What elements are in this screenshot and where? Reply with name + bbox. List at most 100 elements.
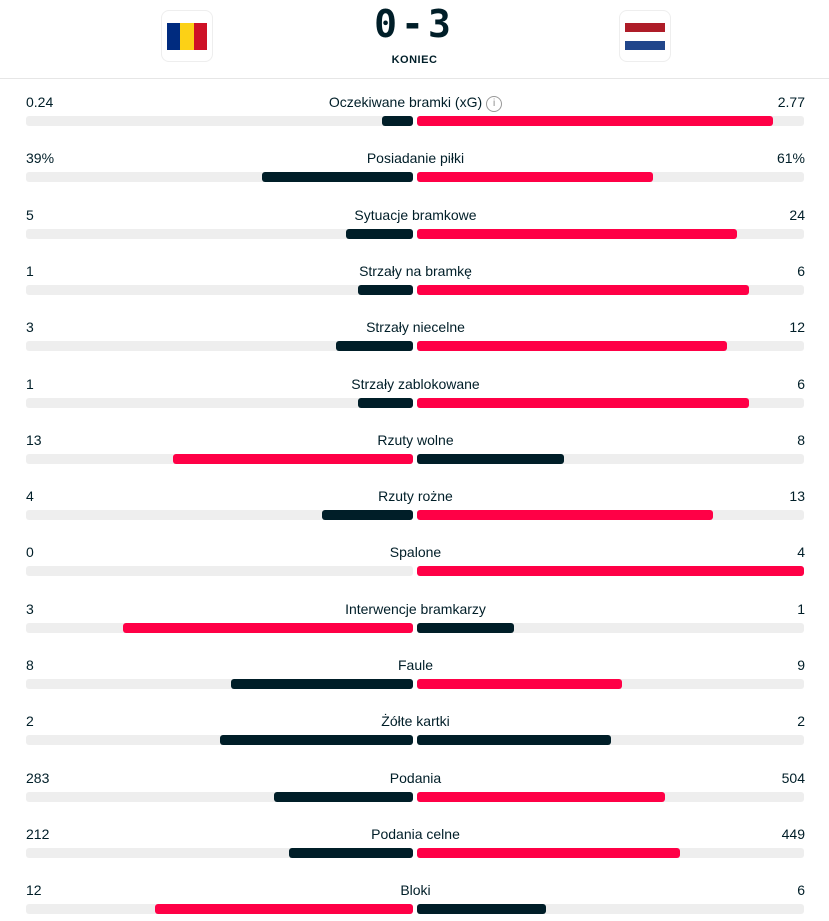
netherlands-flag-icon [625,22,665,50]
match-status: KONIEC [391,54,438,66]
home-value: 1 [26,375,34,392]
stat-row: 4 Rzuty rożne 13 [26,487,805,527]
home-value: 3 [26,319,34,336]
stat-label: Bloki [400,882,431,899]
away-value: 6 [797,375,805,392]
home-bar-track [26,679,413,689]
away-value: 449 [781,825,805,842]
home-bar-track [26,284,413,295]
stat-label: Interwencje bramkarzy [345,600,486,617]
away-value: 2 [797,713,805,730]
away-value: 61% [776,150,805,167]
home-bar [357,284,413,295]
away-bar-track [417,397,804,408]
away-value: 6 [797,882,805,899]
away-value: 24 [789,206,805,223]
stat-row: 3 Strzały niecelne 12 [26,318,805,358]
stat-name: Sytuacje bramkowe [26,206,805,224]
stat-row: 1 Strzały zablokowane 6 [26,375,805,415]
home-bar [173,453,413,464]
stat-name: Rzuty rożne [26,487,805,505]
home-value: 4 [26,488,34,505]
home-bar-track [26,622,413,633]
home-value: 283 [26,769,50,786]
home-bar [219,735,413,746]
away-value: 504 [781,769,805,786]
away-bar [417,791,665,802]
home-bar [273,791,413,802]
away-score: 3 [427,2,455,46]
stat-name: Strzały niecelne [26,318,805,336]
stat-name: Faule [26,656,805,674]
home-bar [155,904,413,915]
away-bar [417,453,565,464]
info-icon[interactable]: i [486,96,503,112]
away-value: 6 [797,262,805,279]
home-bar [335,341,413,352]
home-value: 5 [26,206,34,223]
home-bar [230,679,413,689]
away-bar [417,847,680,858]
away-bar [417,510,713,521]
stat-row: 5 Sytuacje bramkowe 24 [26,206,805,246]
away-bar-track [417,735,804,746]
away-bar [417,566,804,577]
away-bar-track [417,172,804,183]
away-bar-track [417,791,804,802]
away-bar [417,679,622,689]
flag-stripe [193,22,207,50]
home-bar-track [26,172,413,183]
stat-name: Interwencje bramkarzy [26,600,805,618]
home-value: 2 [26,713,34,730]
home-bar-track [26,341,413,352]
away-bar-track [417,116,804,126]
away-value: 9 [797,657,805,673]
flag-stripe [167,22,181,50]
stat-label: Strzały niecelne [366,319,465,336]
stat-label: Podania celne [371,825,460,842]
away-bar [417,622,514,633]
romania-flag-icon [167,22,207,50]
home-bar-track [26,791,413,802]
away-bar-track [417,847,804,858]
stat-row: 0.24 Oczekiwane bramki (xG) i 2.77 [26,93,805,133]
stat-label: Żółte kartki [381,713,450,730]
away-bar [417,397,749,408]
flag-stripe [625,22,665,32]
away-bar-track [417,453,804,464]
away-bar-track [417,566,804,577]
flag-stripe [180,22,194,50]
stat-row: 283 Podania 504 [26,769,805,809]
home-bar-track [26,116,413,126]
away-team-flag[interactable] [619,10,671,62]
home-bar-track [26,228,413,239]
stat-name: Strzały zablokowane [26,375,805,393]
away-bar [417,172,654,183]
away-bar [417,116,774,126]
home-value: 212 [26,825,50,842]
stat-row: 39% Posiadanie piłki 61% [26,149,805,189]
stat-row: 1 Strzały na bramkę 6 [26,262,805,302]
home-value: 3 [26,600,34,617]
home-team-flag[interactable] [161,10,213,62]
away-bar-track [417,622,804,633]
away-bar [417,284,749,295]
stat-name: Żółte kartki [26,712,805,730]
home-value: 1 [26,262,34,279]
home-score: 0 [374,2,402,46]
home-value: 12 [26,882,42,899]
away-bar [417,904,546,915]
home-bar [262,172,413,183]
away-value: 12 [789,319,805,336]
stat-label: Rzuty wolne [377,431,454,448]
stat-label: Spalone [389,544,442,561]
stat-label: Podania [389,769,442,786]
away-bar-track [417,341,804,352]
stat-name: Podania celne [26,825,805,843]
flag-stripe [625,40,665,50]
stat-row: 2 Żółte kartki 2 [26,712,805,752]
away-value: 8 [797,431,805,448]
away-value: 2.77 [777,94,805,110]
stat-name: Posiadanie piłki [26,149,805,167]
stat-row: 212 Podania celne 449 [26,825,805,865]
